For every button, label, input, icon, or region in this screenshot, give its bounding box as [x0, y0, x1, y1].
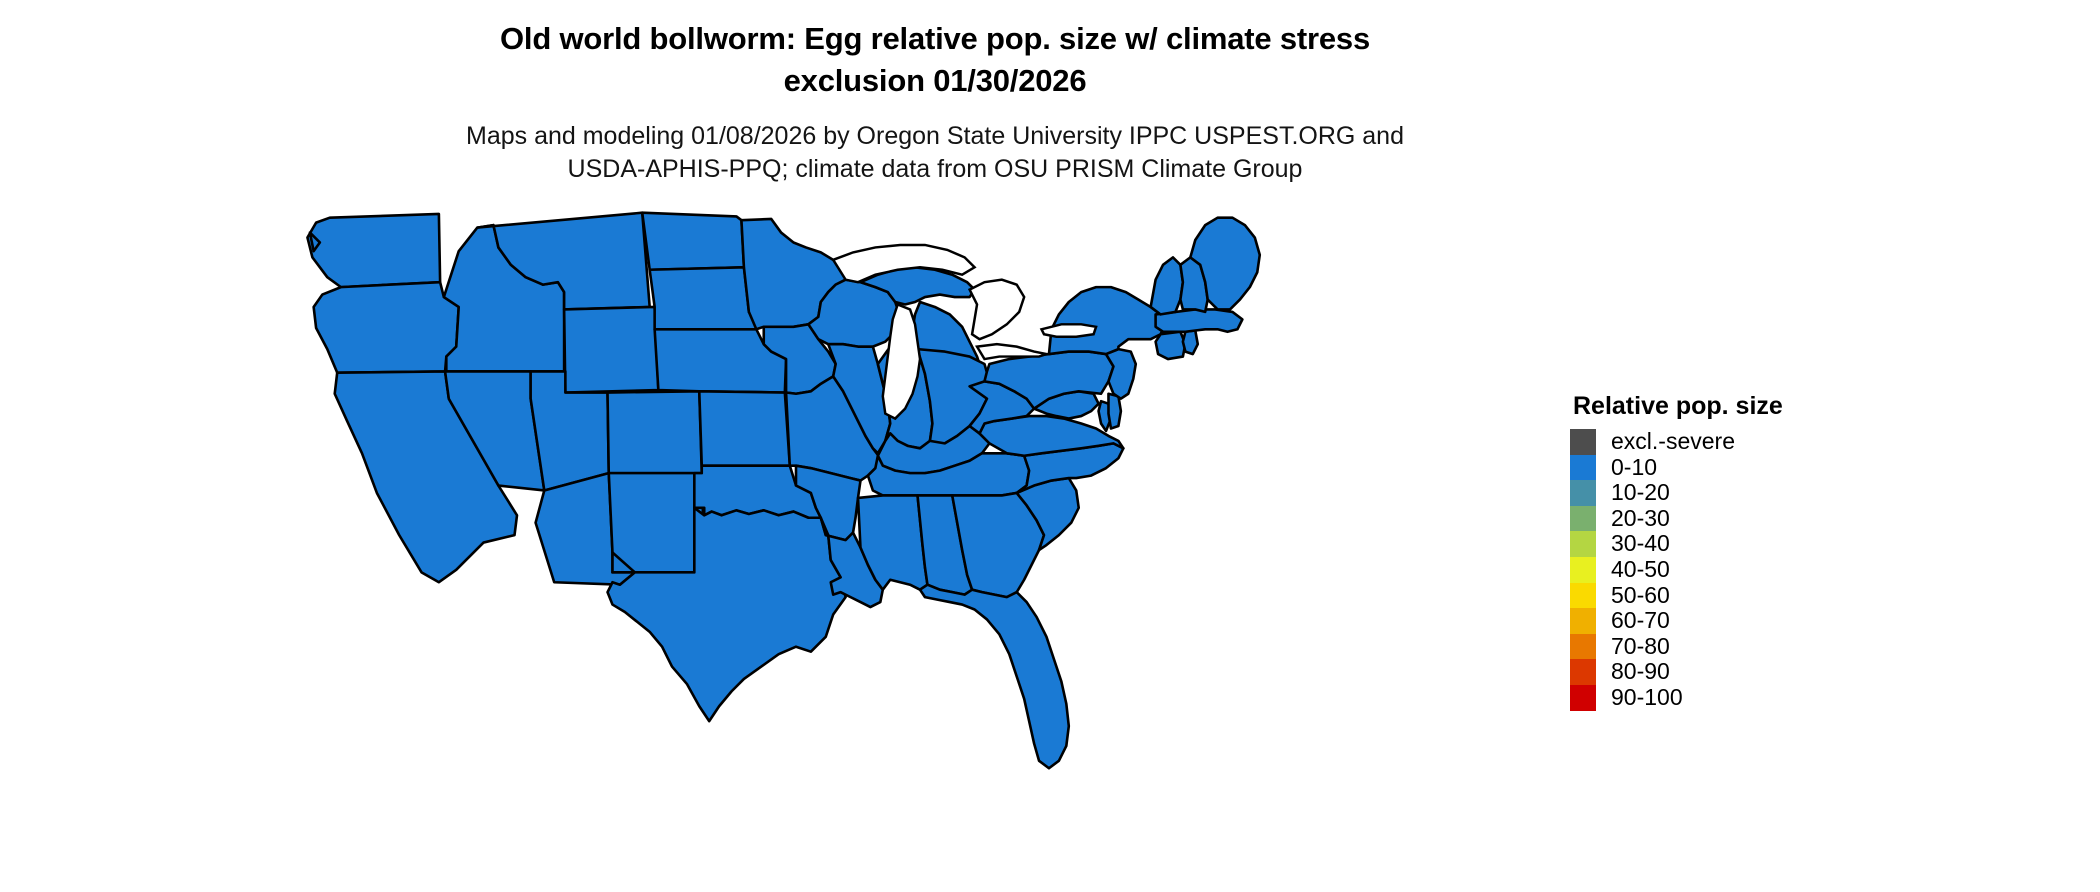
- state-polygons: [306, 211, 1262, 770]
- legend-label: 30-40: [1611, 530, 1670, 557]
- legend-swatch: [1570, 454, 1596, 481]
- state-SD[interactable]: [648, 265, 761, 331]
- legend-swatch: [1570, 531, 1596, 557]
- page-subtitle-line-2: USDA-APHIS-PPQ; climate data from OSU PR…: [567, 155, 1303, 183]
- legend-label: excl.-severe: [1611, 428, 1735, 454]
- legend-item[interactable]: excl.-severe: [1570, 428, 1870, 455]
- state-GA[interactable]: [950, 491, 1046, 599]
- legend-swatch: [1570, 659, 1596, 685]
- legend-item[interactable]: 50-60: [1570, 581, 1870, 609]
- state-CO[interactable]: [606, 389, 704, 475]
- lake-superior: [831, 243, 977, 284]
- state-VA[interactable]: [978, 414, 1125, 458]
- legend-swatch: [1570, 556, 1596, 583]
- state-OR[interactable]: [312, 280, 461, 374]
- state-LA[interactable]: [819, 516, 885, 609]
- legend-title: Relative pop. size: [1573, 392, 1783, 420]
- state-FL[interactable]: [918, 583, 1071, 770]
- great-lakes: [831, 243, 1098, 421]
- legend-item[interactable]: 80-90: [1570, 659, 1870, 685]
- state-NJ[interactable]: [1104, 347, 1138, 401]
- us-choropleth-map: [300, 210, 1540, 890]
- legend-swatch: [1570, 582, 1596, 609]
- legend-items: excl.-severe 0-10 10-20 20-30 30-40 40-50 50-6…: [1570, 428, 1870, 711]
- state-CT[interactable]: [1154, 330, 1187, 361]
- state-VT[interactable]: [1149, 256, 1185, 316]
- legend-label: 90-100: [1611, 683, 1683, 710]
- state-ND[interactable]: [640, 211, 746, 272]
- legend-label: 0-10: [1611, 453, 1658, 480]
- legend-item[interactable]: 40-50: [1570, 555, 1870, 583]
- page-title-line-2: exclusion 01/30/2026: [783, 63, 1087, 98]
- us-map-svg: [306, 211, 1262, 770]
- legend-item[interactable]: 90-100: [1570, 683, 1870, 711]
- legend-label: 80-90: [1611, 658, 1670, 685]
- page-title: Old world bollworm: Egg relative pop. si…: [0, 18, 1870, 102]
- legend-label: 20-30: [1611, 504, 1670, 531]
- state-WA[interactable]: [306, 212, 442, 289]
- map-legend: Relative pop. size excl.-severe 0-10 10-20…: [1570, 392, 1870, 711]
- state-NM[interactable]: [607, 471, 706, 574]
- state-RI[interactable]: [1181, 329, 1200, 356]
- legend-label: 60-70: [1611, 607, 1670, 634]
- state-AR[interactable]: [794, 464, 862, 542]
- legend-label: 50-60: [1611, 581, 1670, 608]
- state-TX[interactable]: [606, 506, 847, 723]
- lake-erie: [974, 342, 1052, 361]
- page-subtitle: Maps and modeling 01/08/2026 by Oregon S…: [0, 120, 1870, 186]
- legend-swatch: [1570, 505, 1596, 532]
- legend-label: 70-80: [1611, 632, 1670, 659]
- legend-item[interactable]: 10-20: [1570, 480, 1870, 506]
- lake-michigan: [881, 302, 922, 421]
- legend-swatch: [1570, 684, 1596, 711]
- page-title-line-1: Old world bollworm: Egg relative pop. si…: [500, 21, 1370, 56]
- lake-huron: [967, 278, 1026, 341]
- legend-item[interactable]: 70-80: [1570, 632, 1870, 660]
- page-subtitle-line-1: Maps and modeling 01/08/2026 by Oregon S…: [466, 122, 1404, 150]
- legend-item[interactable]: 30-40: [1570, 531, 1870, 557]
- legend-swatch: [1570, 633, 1596, 660]
- legend-label: 40-50: [1611, 555, 1670, 582]
- state-ME[interactable]: [1189, 216, 1262, 311]
- lake-ontario: [1039, 323, 1098, 338]
- legend-item[interactable]: 20-30: [1570, 504, 1870, 532]
- state-MT[interactable]: [476, 211, 651, 311]
- legend-label: 10-20: [1611, 479, 1670, 506]
- legend-swatch: [1570, 480, 1596, 506]
- legend-swatch: [1570, 608, 1596, 634]
- state-WY[interactable]: [562, 305, 660, 394]
- legend-item[interactable]: 60-70: [1570, 608, 1870, 634]
- legend-swatch: [1570, 429, 1596, 455]
- state-NY[interactable]: [1047, 285, 1167, 356]
- state-KS[interactable]: [697, 389, 792, 467]
- legend-item[interactable]: 0-10: [1570, 453, 1870, 481]
